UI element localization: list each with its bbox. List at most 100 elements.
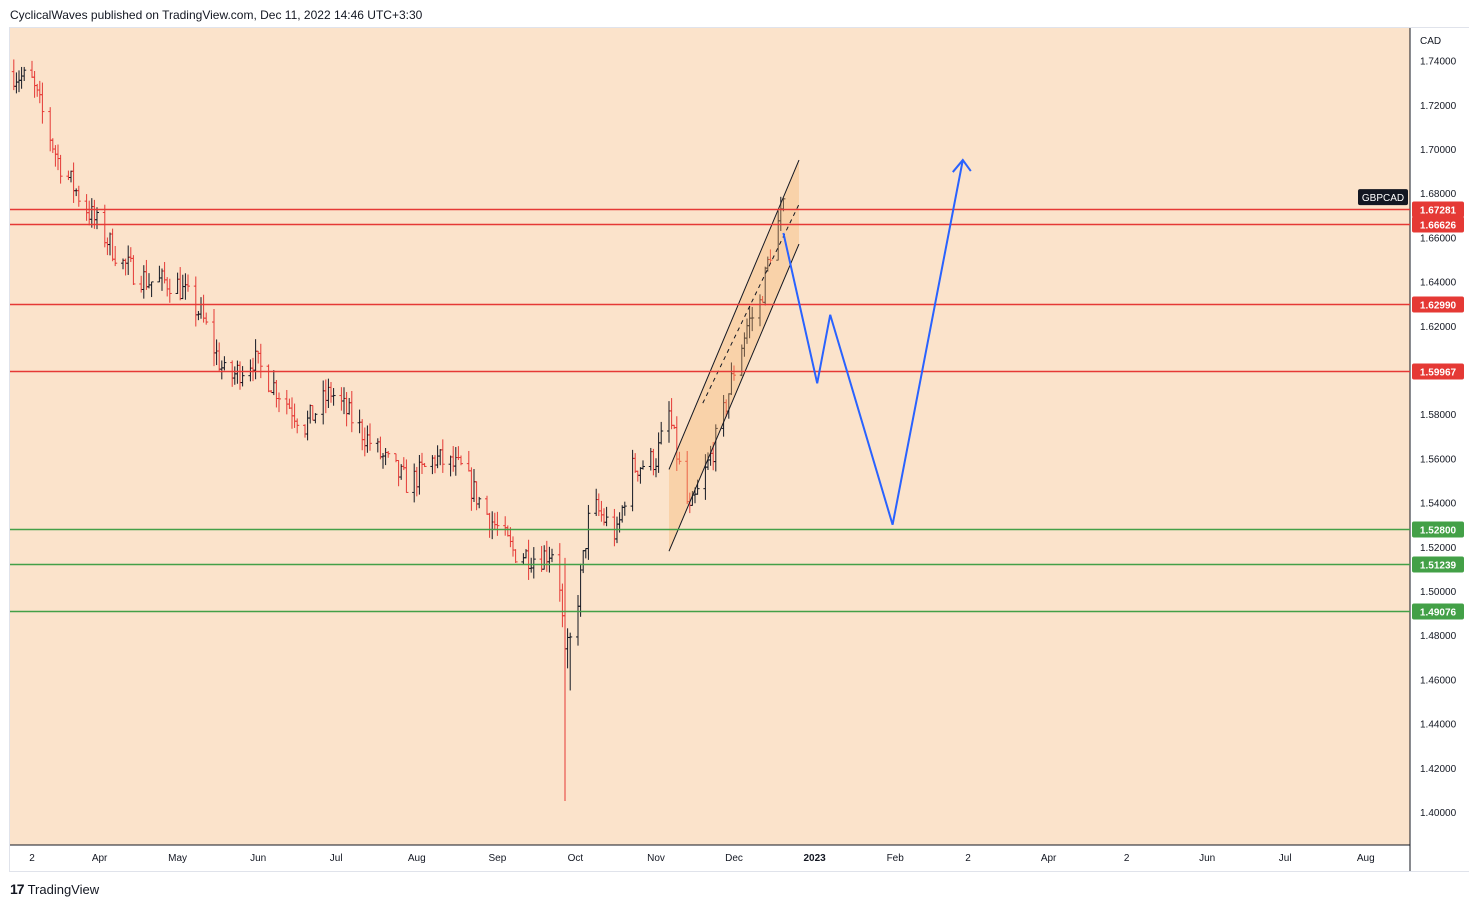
- x-tick-label: Sep: [489, 853, 507, 864]
- ohlc-bar: [295, 418, 300, 434]
- price-level-badge: [1412, 363, 1464, 380]
- ohlc-bar: [459, 455, 463, 466]
- tradingview-brand-label: TradingView: [27, 881, 100, 897]
- ohlc-bar: [204, 312, 209, 325]
- channel-fill: [669, 160, 799, 552]
- y-tick-label: 1.66000: [1420, 233, 1457, 244]
- time-axis-background: [10, 845, 1410, 871]
- x-tick-label: May: [168, 853, 187, 864]
- price-level-label: 1.59967: [1420, 368, 1457, 379]
- ohlc-bar: [732, 365, 736, 381]
- ohlc-bar: [149, 281, 154, 298]
- projection-path: [782, 159, 964, 525]
- x-tick-label: Dec: [725, 853, 743, 864]
- y-tick-label: 1.44000: [1420, 720, 1457, 731]
- ohlc-bar: [76, 185, 81, 207]
- ohlc-bar: [186, 274, 190, 292]
- price-level-label: 1.49076: [1420, 608, 1457, 619]
- y-tick-label: 1.64000: [1420, 278, 1457, 289]
- ohlc-bar: [440, 439, 445, 473]
- price-level-badge: [1412, 556, 1464, 573]
- ohlc-bar: [113, 245, 118, 267]
- price-level-badge: [1412, 216, 1464, 233]
- price-level-badge: [1412, 201, 1464, 218]
- ohlc-bar: [404, 459, 409, 493]
- ohlc-bar: [258, 343, 263, 379]
- ohlc-bar: [677, 451, 682, 465]
- x-tick-label: 2: [29, 853, 35, 864]
- y-tick-label: 1.56000: [1420, 454, 1457, 465]
- price-level-badge: [1412, 521, 1464, 538]
- publisher-caption: CyclicalWaves published on TradingView.c…: [10, 8, 423, 22]
- ohlc-bar: [95, 207, 99, 230]
- tradingview-logo-icon: 17: [10, 881, 25, 897]
- symbol-badge: [1358, 189, 1408, 206]
- ohlc-bar: [386, 450, 391, 458]
- x-tick-label: Apr: [92, 853, 108, 864]
- x-tick-label: Nov: [647, 853, 665, 864]
- x-tick-label: Apr: [1041, 853, 1057, 864]
- channel-mid-dashed-line: [702, 204, 800, 404]
- ohlc-bar: [604, 506, 609, 527]
- ohlc-bar: [222, 356, 227, 371]
- y-tick-label: 1.46000: [1420, 675, 1457, 686]
- ohlc-bar: [750, 306, 755, 332]
- price-level-label: 1.52800: [1420, 526, 1457, 537]
- x-tick-label: 2: [1124, 853, 1130, 864]
- ohlc-bar: [641, 460, 645, 470]
- x-tick-label: Aug: [408, 853, 426, 864]
- y-tick-label: 1.68000: [1420, 189, 1457, 200]
- ohlc-bar: [513, 549, 518, 563]
- ohlc-bar: [568, 632, 573, 691]
- ohlc-bar: [477, 496, 482, 509]
- ohlc-bar: [550, 548, 554, 563]
- x-tick-label: Feb: [887, 853, 905, 864]
- ohlc-bar: [622, 501, 627, 516]
- ohlc-bar: [331, 388, 336, 406]
- x-tick-label: Jul: [1279, 853, 1292, 864]
- x-tick-label: 2: [965, 853, 971, 864]
- ohlc-bar: [368, 423, 372, 451]
- ohlc-bar: [22, 66, 27, 82]
- ohlc-bar: [659, 421, 664, 445]
- x-tick-label: Jul: [330, 853, 343, 864]
- x-tick-label: Oct: [568, 853, 584, 864]
- ohlc-bar: [422, 462, 427, 468]
- y-tick-label: 1.72000: [1420, 101, 1457, 112]
- price-level-label: 1.66626: [1420, 221, 1457, 232]
- x-tick-label: 2023: [803, 853, 826, 864]
- y-tick-label: 1.42000: [1420, 764, 1457, 775]
- price-axis-background: [1410, 28, 1470, 871]
- channel-upper-line: [668, 159, 800, 470]
- channel-lower-line: [668, 243, 800, 552]
- x-tick-label: Jun: [250, 853, 266, 864]
- ohlc-bar: [313, 413, 318, 424]
- tradingview-branding: 17 TradingView: [10, 881, 99, 897]
- x-tick-label: Jun: [1199, 853, 1215, 864]
- ohlc-bar: [349, 391, 354, 433]
- ohlc-bar: [131, 255, 136, 285]
- ohlc-bar: [695, 479, 700, 495]
- price-level-badge: [1412, 603, 1464, 620]
- currency-label: CAD: [1420, 36, 1441, 47]
- symbol-label: GBPCAD: [1362, 193, 1404, 204]
- y-tick-label: 1.62000: [1420, 322, 1457, 333]
- ohlc-bar: [58, 154, 63, 184]
- y-tick-label: 1.50000: [1420, 587, 1457, 598]
- ohlc-bar: [167, 278, 172, 303]
- plot-background: [10, 28, 1410, 845]
- y-tick-label: 1.52000: [1420, 543, 1457, 554]
- price-level-label: 1.67281: [1420, 206, 1457, 217]
- y-tick-label: 1.54000: [1420, 499, 1457, 510]
- y-tick-label: 1.58000: [1420, 410, 1457, 421]
- price-level-label: 1.62990: [1420, 301, 1457, 312]
- ohlc-bar: [40, 82, 45, 124]
- ohlc-bar: [586, 504, 591, 560]
- ohlc-bar: [240, 366, 245, 387]
- y-tick-label: 1.70000: [1420, 145, 1457, 156]
- ohlc-bar: [713, 424, 718, 472]
- y-tick-label: 1.74000: [1420, 57, 1457, 68]
- ohlc-bar: [495, 511, 500, 536]
- y-tick-label: 1.48000: [1420, 631, 1457, 642]
